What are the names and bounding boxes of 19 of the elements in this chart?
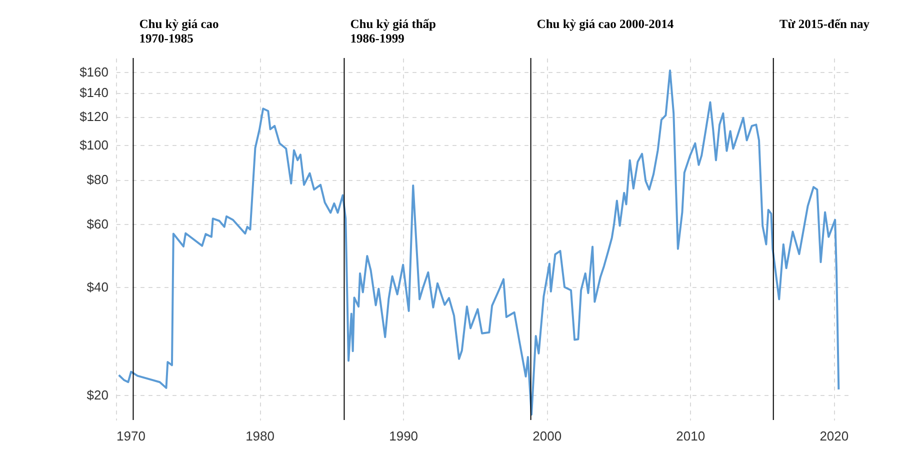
y-tick-label: $60 (86, 216, 108, 232)
x-tick-label: 2000 (532, 428, 562, 444)
line-series (118, 69, 840, 416)
x-tick-label: 2010 (676, 428, 706, 444)
y-tick-label: $140 (80, 85, 108, 100)
ref-line-label: Chu kỳ giá thấp 1986-1999 (350, 17, 436, 46)
x-tick-label: 1970 (116, 428, 146, 444)
ref-line-label: Chu kỳ giá cao 2000-2014 (536, 17, 674, 31)
ref-line-label: Từ 2015-đến nay (779, 17, 870, 31)
x-tick-label: 1980 (246, 428, 274, 444)
y-tick-label: $100 (80, 137, 108, 152)
x-tick-label: 2020 (820, 428, 849, 444)
y-tick-label: $120 (80, 109, 108, 124)
y-tick-label: $20 (86, 387, 108, 402)
x-tick-label: 1990 (389, 428, 418, 444)
y-tick-label: $160 (80, 64, 108, 80)
ref-line-label: Chu kỳ giá cao 1970-1985 (139, 17, 219, 46)
y-tick-label: $80 (86, 172, 108, 188)
y-tick-label: $40 (86, 280, 108, 295)
